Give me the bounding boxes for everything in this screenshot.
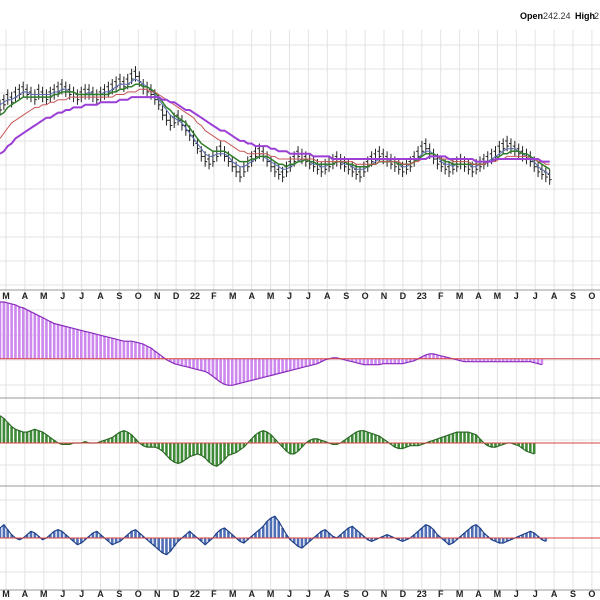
chart-grid	[0, 30, 600, 591]
oscillator-2-panel	[0, 415, 600, 467]
x-tick-label: J	[79, 291, 84, 301]
x-tick-label: M	[229, 291, 237, 301]
x-tick-label: M	[40, 291, 48, 301]
x-tick-label: A	[97, 589, 104, 599]
x-axis-top: M A M J J A S O N D 22 F M A M J J A S O N D 23 F M A M J J A S O	[2, 291, 595, 301]
x-tick-label: N	[381, 589, 388, 599]
x-tick-label: J	[533, 291, 538, 301]
x-tick-label: J	[514, 589, 519, 599]
x-tick-label: F	[211, 291, 217, 301]
x-tick-label: D	[173, 589, 180, 599]
x-tick-label: O	[588, 589, 595, 599]
x-tick-label: J	[60, 291, 65, 301]
x-tick-label: A	[475, 589, 482, 599]
x-tick-label: J	[306, 291, 311, 301]
x-tick-label: D	[173, 291, 180, 301]
x-tick-label: D	[400, 291, 407, 301]
x-tick-label: A	[97, 291, 104, 301]
x-tick-label: A	[22, 291, 29, 301]
x-tick-label: J	[533, 589, 538, 599]
x-tick-label: A	[324, 291, 331, 301]
x-tick-label: M	[2, 589, 10, 599]
price-panel	[0, 66, 552, 185]
x-tick-label: M	[456, 291, 464, 301]
x-tick-label: N	[154, 589, 161, 599]
x-axis-bottom: M A M J J A S O N D 22 F M A M J J A S O N D 23 F M A M J J A S O	[2, 589, 595, 599]
x-tick-label: O	[362, 291, 369, 301]
x-tick-label: M	[494, 589, 502, 599]
x-tick-label: A	[22, 589, 29, 599]
x-tick-label: J	[60, 589, 65, 599]
moving-average-line-green	[0, 83, 551, 170]
chart-header: Open 242.24 High 2	[520, 11, 599, 21]
high-value: 2	[594, 11, 599, 21]
oscillator-1-panel	[0, 301, 600, 386]
x-tick-label: M	[494, 291, 502, 301]
x-tick-label: S	[116, 291, 122, 301]
x-tick-label: F	[438, 291, 444, 301]
x-tick-label: M	[2, 291, 10, 301]
x-tick-label: 23	[417, 291, 427, 301]
x-tick-label: F	[438, 589, 444, 599]
x-tick-label: N	[154, 291, 161, 301]
x-tick-label: 23	[417, 589, 427, 599]
x-tick-label: J	[514, 291, 519, 301]
x-tick-label: A	[551, 589, 558, 599]
moving-average-line-purple	[0, 96, 550, 163]
oscillator-3-panel	[0, 515, 600, 556]
x-tick-label: M	[229, 589, 237, 599]
x-tick-label: 22	[190, 589, 200, 599]
x-tick-label: A	[248, 589, 255, 599]
x-tick-label: M	[267, 291, 275, 301]
moving-average-line-red	[0, 88, 550, 165]
x-tick-label: O	[135, 589, 142, 599]
x-tick-label: A	[324, 589, 331, 599]
oscillator-line	[0, 515, 547, 556]
x-tick-label: 22	[190, 291, 200, 301]
x-tick-label: J	[306, 589, 311, 599]
x-tick-label: O	[362, 589, 369, 599]
x-tick-label: J	[79, 589, 84, 599]
x-tick-label: O	[135, 291, 142, 301]
x-tick-label: M	[40, 589, 48, 599]
open-label: Open	[520, 11, 543, 21]
x-tick-label: S	[343, 291, 349, 301]
x-tick-label: D	[400, 589, 407, 599]
x-tick-label: S	[343, 589, 349, 599]
x-tick-label: A	[551, 291, 558, 301]
x-tick-label: S	[570, 589, 576, 599]
x-tick-label: M	[456, 589, 464, 599]
x-tick-label: A	[248, 291, 255, 301]
x-tick-label: O	[588, 291, 595, 301]
open-value: 242.24	[543, 11, 571, 21]
x-tick-label: S	[116, 589, 122, 599]
x-tick-label: N	[381, 291, 388, 301]
x-tick-label: S	[570, 291, 576, 301]
x-tick-label: J	[287, 589, 292, 599]
high-label: High	[575, 11, 595, 21]
x-tick-label: A	[475, 291, 482, 301]
x-tick-label: J	[287, 291, 292, 301]
x-tick-label: M	[267, 589, 275, 599]
x-tick-label: F	[211, 589, 217, 599]
